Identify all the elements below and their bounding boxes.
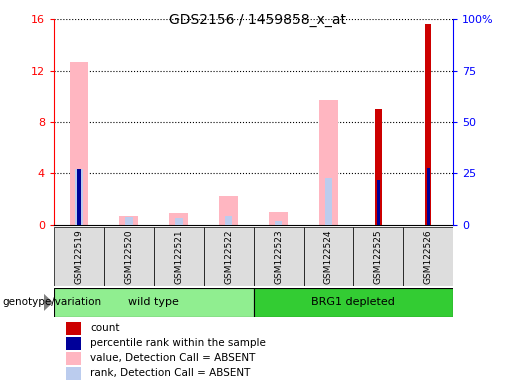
Bar [275,221,282,225]
Bar [426,168,430,225]
Bar [54,288,253,317]
Bar [376,180,380,225]
Bar [303,227,353,286]
Text: GSM122525: GSM122525 [374,229,383,284]
Bar [325,179,332,225]
Bar [253,288,453,317]
Bar [219,196,238,225]
Bar [154,227,204,286]
Bar [66,337,81,350]
Text: wild type: wild type [128,297,179,308]
Text: value, Detection Call = ABSENT: value, Detection Call = ABSENT [90,353,255,363]
Bar [175,218,182,225]
Bar [225,216,232,225]
Text: GSM122520: GSM122520 [125,229,133,284]
Text: GSM122519: GSM122519 [75,229,83,284]
Text: GSM122526: GSM122526 [424,229,433,284]
Bar [77,169,81,225]
Bar [375,109,382,225]
Text: GSM122522: GSM122522 [224,229,233,283]
Bar [425,24,432,225]
Text: rank, Detection Call = ABSENT: rank, Detection Call = ABSENT [90,368,250,378]
Bar [204,227,253,286]
Bar [125,217,133,225]
Bar [104,227,154,286]
Text: GDS2156 / 1459858_x_at: GDS2156 / 1459858_x_at [169,13,346,27]
Bar [319,100,338,225]
Bar [403,227,453,286]
Bar [66,367,81,380]
Bar [119,216,139,225]
Bar [75,169,83,225]
Bar [66,322,81,335]
Bar [253,227,303,286]
Text: GSM122523: GSM122523 [274,229,283,284]
Bar [66,352,81,365]
Bar [269,212,288,225]
Text: GSM122524: GSM122524 [324,229,333,283]
Bar [169,213,188,225]
Polygon shape [44,294,53,311]
Bar [353,227,403,286]
Bar [70,61,89,225]
Text: count: count [90,323,119,333]
Text: BRG1 depleted: BRG1 depleted [312,297,396,308]
Text: percentile rank within the sample: percentile rank within the sample [90,338,266,348]
Text: GSM122521: GSM122521 [174,229,183,284]
Bar [54,227,104,286]
Text: genotype/variation: genotype/variation [3,297,101,308]
